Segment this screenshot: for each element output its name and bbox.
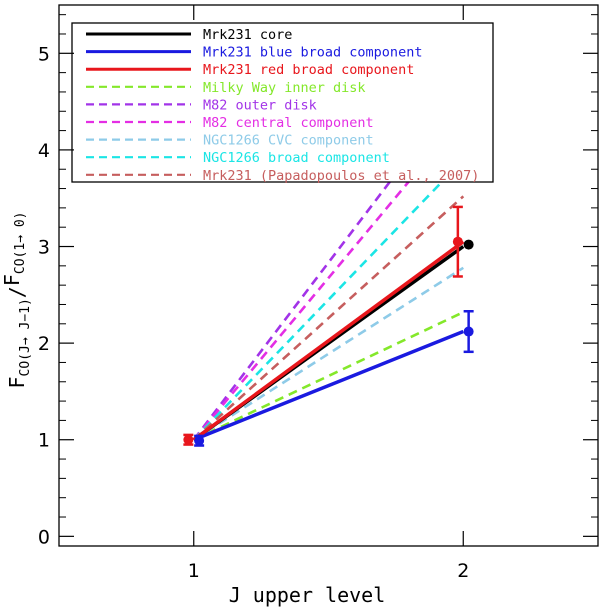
series-line-ngc1266-cvc-component — [193, 266, 464, 441]
plot-frame — [58, 4, 599, 547]
series-line-ngc1266-broad-component — [192, 158, 465, 441]
legend-label-mrk231-red-broad-component: Mrk231 red broad component — [203, 62, 414, 78]
data-point-mrk231-red-broad-component — [452, 236, 463, 247]
data-point-mrk231-core — [463, 239, 474, 250]
axes: 0 1 2 3 4 5 1 2 — [38, 4, 599, 582]
legend-label-mrk231-core: Mrk231 core — [203, 27, 292, 43]
y-tick-label: 1 — [38, 430, 50, 452]
series-line-mrk231-red-broad-component — [192, 240, 465, 442]
y-tick-label: 3 — [38, 237, 50, 259]
series-line-mrk231-papadopoulos-et-al-2007 — [192, 195, 465, 441]
data-point-mrk231-red-broad-component — [183, 434, 194, 445]
y-tick-label: 4 — [38, 140, 50, 162]
y-tick-label: 0 — [38, 526, 50, 548]
series-line-milky-way-inner-disk — [193, 311, 464, 441]
data-point-mrk231-blue-broad-component — [463, 326, 474, 337]
data-point-mrk231-blue-broad-component — [194, 435, 205, 446]
legend-label-m82-outer-disk: M82 outer disk — [203, 97, 317, 113]
y-tick-label: 5 — [38, 43, 50, 65]
x-tick-label: 1 — [188, 560, 200, 582]
y-axis-title: FCO(J→ J−1)/FCO(1→ 0) — [0, 211, 33, 388]
series-line-mrk231-blue-broad-component — [193, 329, 464, 442]
legend-label-ngc1266-broad-component: NGC1266 broad component — [203, 150, 390, 166]
legend-box — [71, 22, 494, 183]
legend-label-milky-way-inner-disk: Milky Way inner disk — [203, 80, 366, 96]
legend-label-mrk231-blue-broad-component: Mrk231 blue broad component — [203, 45, 422, 61]
legend-label-m82-central-component: M82 central component — [203, 115, 374, 131]
x-tick-label: 2 — [457, 560, 469, 582]
legend-label-mrk231-papadopoulos-et-al-2007: Mrk231 (Papadopoulos et al., 2007) — [203, 168, 479, 184]
legend-label-ngc1266-cvc-component: NGC1266 CVC component — [203, 133, 374, 149]
points-layer — [183, 205, 474, 447]
y-tick-label: 2 — [38, 333, 50, 355]
x-axis-title: J upper level — [229, 583, 386, 607]
